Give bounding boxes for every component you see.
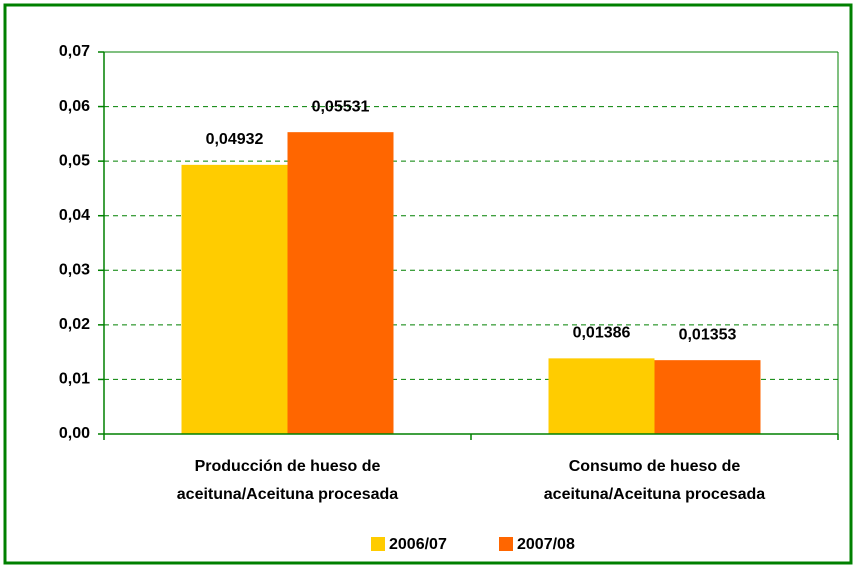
data-label: 0,01386 <box>573 325 631 342</box>
x-tick-label: Producción de hueso de <box>195 458 381 475</box>
x-tick-label: Consumo de hueso de <box>569 458 741 475</box>
bar <box>181 164 288 435</box>
y-tick-label: 0,04 <box>59 207 90 224</box>
y-tick-label: 0,03 <box>59 262 90 279</box>
y-tick-label: 0,01 <box>59 371 90 388</box>
bar <box>654 360 761 434</box>
bar <box>548 358 655 434</box>
data-label: 0,05531 <box>312 98 370 115</box>
y-tick-label: 0,02 <box>59 316 90 333</box>
y-tick-label: 0,06 <box>59 98 90 115</box>
legend-label: 2007/08 <box>517 536 575 553</box>
x-tick-label: aceituna/Aceituna procesada <box>177 486 399 503</box>
data-label: 0,04932 <box>206 131 264 148</box>
x-tick-label: aceituna/Aceituna procesada <box>544 486 766 503</box>
data-label: 0,01353 <box>679 326 737 343</box>
chart-frame <box>3 3 853 565</box>
legend-swatch <box>499 537 513 551</box>
bar <box>287 132 394 434</box>
y-tick-label: 0,00 <box>59 425 90 442</box>
legend-swatch <box>371 537 385 551</box>
y-tick-label: 0,07 <box>59 43 90 60</box>
y-tick-label: 0,05 <box>59 152 90 169</box>
legend-label: 2006/07 <box>389 536 447 553</box>
